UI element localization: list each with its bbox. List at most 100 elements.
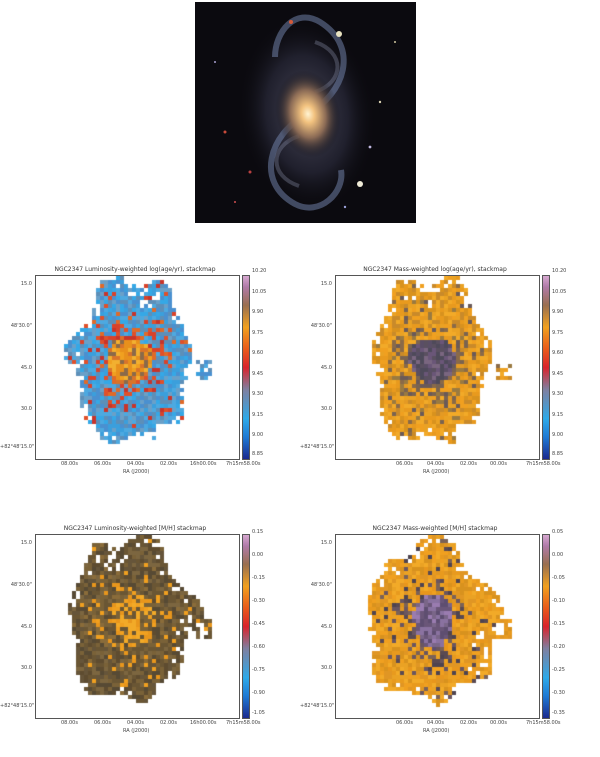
y-tick-label: 48'30.0" bbox=[310, 323, 332, 329]
y-tick-label: 45.0 bbox=[320, 365, 332, 371]
x-tick-label: 08.00s bbox=[61, 461, 78, 467]
panel-title: NGC2347 Luminosity-weighted log(age/yr),… bbox=[54, 266, 216, 273]
colorbar-tick-label: 9.90 bbox=[552, 309, 564, 315]
pixel-map bbox=[36, 276, 239, 459]
colorbar-tick-label: -0.25 bbox=[552, 667, 565, 673]
y-tick-label: 48'30.0" bbox=[10, 323, 32, 329]
x-tick-label: 7h15m58.00s bbox=[526, 720, 561, 726]
x-tick-label: 04.00s bbox=[427, 720, 444, 726]
colorbar-tick-label: 8.85 bbox=[252, 451, 264, 457]
colorbar-tick-label: -0.15 bbox=[552, 621, 565, 627]
colorbar-tick-label: -0.30 bbox=[252, 598, 265, 604]
x-tick-label: 02.00s bbox=[160, 720, 177, 726]
colorbar-tick-label: 9.90 bbox=[252, 309, 264, 315]
colorbar-tick-label: 9.75 bbox=[252, 330, 264, 336]
colorbar-tick-label: -0.35 bbox=[552, 710, 565, 716]
colorbar bbox=[542, 275, 550, 460]
map-area bbox=[335, 534, 540, 719]
map-panel-lum-age: NGC2347 Luminosity-weighted log(age/yr),… bbox=[0, 258, 300, 498]
y-tick-label: +82°48'15.0" bbox=[0, 444, 35, 450]
pixel-map bbox=[336, 276, 539, 459]
x-tick-label: 02.00s bbox=[460, 461, 477, 467]
colorbar-tick-label: -0.75 bbox=[252, 667, 265, 673]
map-panel-mass-metallicity: NGC2347 Mass-weighted [M/H] stackmap 15.… bbox=[300, 517, 600, 757]
y-tick-label: 15.0 bbox=[20, 540, 32, 546]
x-tick-label: 00.00s bbox=[490, 461, 507, 467]
x-tick-label: 02.00s bbox=[160, 461, 177, 467]
y-tick-label: 30.0 bbox=[320, 406, 332, 412]
colorbar-tick-label: 9.45 bbox=[252, 371, 264, 377]
colorbar-tick-label: 10.20 bbox=[252, 268, 267, 274]
y-tick-label: 48'30.0" bbox=[10, 582, 32, 588]
colorbar-tick-label: -0.45 bbox=[252, 621, 265, 627]
x-tick-label: 06.00s bbox=[94, 720, 111, 726]
panel-title: NGC2347 Mass-weighted log(age/yr), stack… bbox=[363, 266, 507, 273]
panel-title: NGC2347 Mass-weighted [M/H] stackmap bbox=[372, 525, 498, 532]
colorbar-tick-label: 9.00 bbox=[552, 432, 564, 438]
y-tick-label: 45.0 bbox=[320, 624, 332, 630]
colorbar-tick-label: 9.00 bbox=[252, 432, 264, 438]
colorbar-tick-label: 9.75 bbox=[552, 330, 564, 336]
y-tick-label: 15.0 bbox=[20, 281, 32, 287]
colorbar-tick-label: 10.05 bbox=[252, 289, 267, 295]
x-tick-label: 04.00s bbox=[427, 461, 444, 467]
y-tick-label: 45.0 bbox=[20, 624, 32, 630]
y-tick-label: 15.0 bbox=[320, 540, 332, 546]
x-axis-label: RA (J2000) bbox=[123, 469, 150, 475]
y-tick-label: +82°48'15.0" bbox=[300, 703, 335, 709]
colorbar bbox=[242, 275, 250, 460]
x-tick-label: 7h15m58.00s bbox=[226, 720, 261, 726]
y-tick-label: 48'30.0" bbox=[310, 582, 332, 588]
x-tick-label: 7h15m58.00s bbox=[226, 461, 261, 467]
map-panel-mass-age: NGC2347 Mass-weighted log(age/yr), stack… bbox=[300, 258, 600, 498]
y-tick-label: 45.0 bbox=[20, 365, 32, 371]
colorbar-tick-label: -0.15 bbox=[252, 575, 265, 581]
colorbar bbox=[242, 534, 250, 719]
galaxy-image bbox=[195, 2, 416, 223]
x-tick-label: 06.00s bbox=[396, 461, 413, 467]
colorbar-tick-label: 0.00 bbox=[252, 552, 264, 558]
colorbar-tick-label: -0.30 bbox=[552, 690, 565, 696]
map-area bbox=[35, 534, 240, 719]
colorbar-tick-label: -0.60 bbox=[252, 644, 265, 650]
y-tick-label: 30.0 bbox=[20, 406, 32, 412]
x-tick-label: 00.00s bbox=[490, 720, 507, 726]
y-tick-label: 30.0 bbox=[320, 665, 332, 671]
colorbar-tick-label: 9.60 bbox=[252, 350, 264, 356]
colorbar-tick-label: 10.20 bbox=[552, 268, 567, 274]
x-axis-label: RA (J2000) bbox=[123, 728, 150, 734]
y-tick-label: +82°48'15.0" bbox=[300, 444, 335, 450]
colorbar bbox=[542, 534, 550, 719]
panel-title: NGC2347 Luminosity-weighted [M/H] stackm… bbox=[63, 525, 207, 532]
colorbar-tick-label: -0.05 bbox=[552, 575, 565, 581]
colorbar-tick-label: 8.85 bbox=[552, 451, 564, 457]
colorbar-tick-label: 9.60 bbox=[552, 350, 564, 356]
x-tick-label: 02.00s bbox=[460, 720, 477, 726]
map-area bbox=[335, 275, 540, 460]
colorbar-tick-label: -0.10 bbox=[552, 598, 565, 604]
colorbar-tick-label: 9.30 bbox=[252, 391, 264, 397]
colorbar-tick-label: -1.05 bbox=[252, 710, 265, 716]
y-tick-label: 30.0 bbox=[20, 665, 32, 671]
x-tick-label: 7h15m58.00s bbox=[526, 461, 561, 467]
x-axis-label: RA (J2000) bbox=[423, 728, 450, 734]
x-tick-label: 16h00.00s bbox=[190, 461, 217, 467]
colorbar-tick-label: 9.15 bbox=[252, 412, 264, 418]
pixel-map bbox=[336, 535, 539, 718]
x-tick-label: 06.00s bbox=[396, 720, 413, 726]
colorbar-tick-label: -0.90 bbox=[252, 690, 265, 696]
colorbar-tick-label: 9.30 bbox=[552, 391, 564, 397]
colorbar-tick-label: 9.15 bbox=[552, 412, 564, 418]
colorbar-tick-label: 0.00 bbox=[552, 552, 564, 558]
pixel-map bbox=[36, 535, 239, 718]
colorbar-tick-label: 9.45 bbox=[552, 371, 564, 377]
x-tick-label: 06.00s bbox=[94, 461, 111, 467]
colorbar-tick-label: 10.05 bbox=[552, 289, 567, 295]
map-panel-lum-metallicity: NGC2347 Luminosity-weighted [M/H] stackm… bbox=[0, 517, 300, 757]
colorbar-tick-label: 0.15 bbox=[252, 529, 264, 535]
colorbar-tick-label: 0.05 bbox=[552, 529, 564, 535]
x-tick-label: 08.00s bbox=[61, 720, 78, 726]
x-tick-label: 04.00s bbox=[127, 720, 144, 726]
x-axis-label: RA (J2000) bbox=[423, 469, 450, 475]
map-area bbox=[35, 275, 240, 460]
